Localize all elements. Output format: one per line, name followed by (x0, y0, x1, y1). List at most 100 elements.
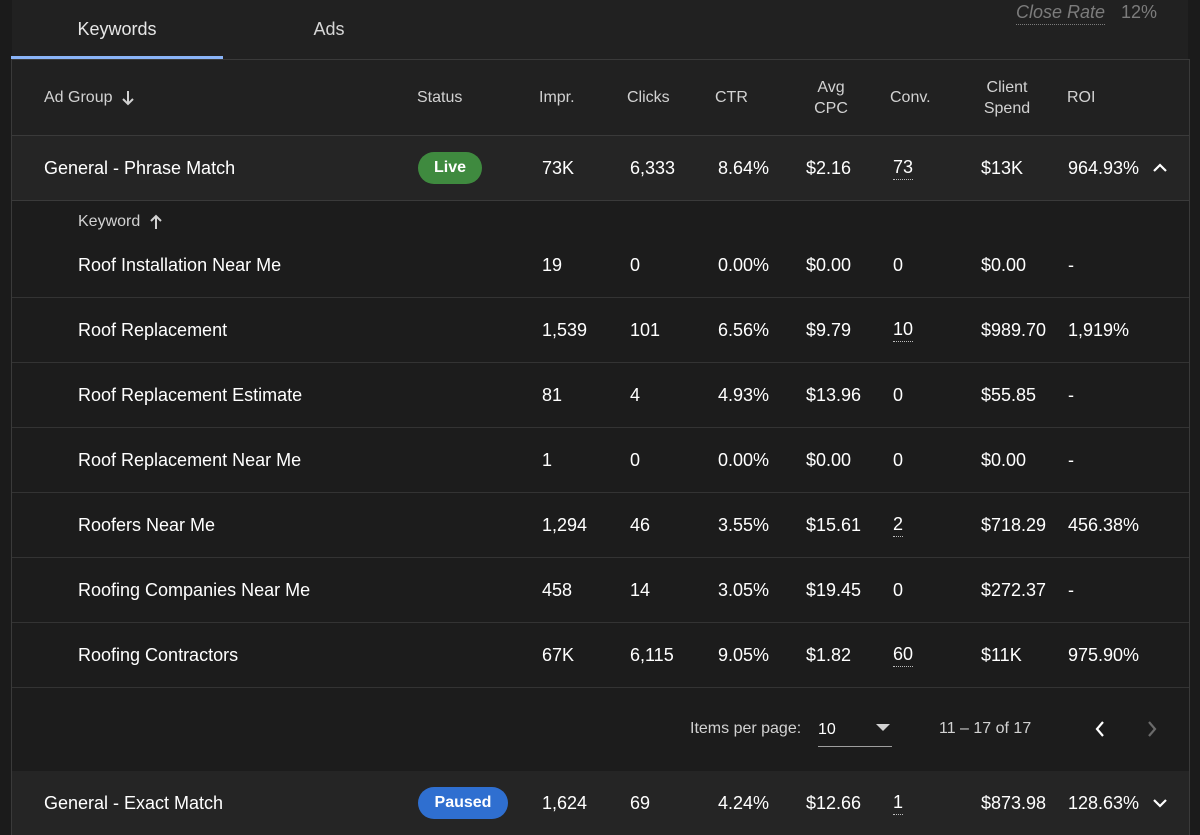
col-client-spend[interactable]: Client Spend (983, 78, 1031, 117)
col-impr[interactable]: Impr. (539, 89, 575, 106)
close-rate-label[interactable]: Close Rate (1016, 2, 1106, 25)
ad-group-name: General - Exact Match (44, 792, 224, 813)
avg-cpc-value: $0.00 (806, 254, 852, 275)
chevron-down-icon (1152, 798, 1168, 808)
conv-value: 0 (893, 254, 904, 275)
ctr-value: 8.64% (718, 157, 770, 178)
caret-down-icon (876, 724, 890, 731)
roi-value: - (1068, 579, 1074, 600)
roi-value: 964.93% (1068, 157, 1140, 178)
ctr-value: 0.00% (718, 449, 770, 470)
status-cell: Live (418, 136, 482, 200)
ctr-value: 4.24% (718, 792, 770, 813)
conv-value: 0 (893, 449, 904, 470)
arrow-up-icon (146, 212, 166, 232)
table-row: Roof Replacement 1,539 101 6.56% $9.79 10 $989… (12, 298, 1189, 363)
close-rate-value: 12% (1121, 2, 1158, 22)
conv-cell: 60 (893, 623, 914, 687)
conv-value[interactable]: 1 (893, 792, 904, 815)
status-cell: Paused (418, 771, 508, 835)
table-row: Roof Installation Near Me 19 0 0.00% $0.00 0 $… (12, 233, 1189, 298)
tab-keywords[interactable]: Keywords (11, 0, 223, 59)
ctr-value: 6.56% (718, 319, 770, 340)
client-spend-value: $11K (981, 644, 1022, 665)
table-row: Roofing Contractors 67K 6,115 9.05% $1.82 60 $… (12, 623, 1189, 688)
keyword-header: Keyword (12, 201, 1189, 241)
ctr-value: 4.93% (718, 384, 770, 405)
impr-value: 1,539 (542, 319, 588, 340)
table-row: Roof Replacement Near Me 1 0 0.00% $0.00 0 $0.… (12, 428, 1189, 493)
col-keyword[interactable]: Keyword (78, 207, 166, 237)
items-per-page-label: Items per page: (690, 719, 802, 737)
table-row: Roofers Near Me 1,294 46 3.55% $15.61 2 $718.2… (12, 493, 1189, 558)
status-badge: Live (418, 152, 482, 184)
roi-value: 975.90% (1068, 644, 1140, 665)
conv-value[interactable]: 2 (893, 514, 904, 537)
clicks-value: 0 (630, 449, 641, 470)
col-status[interactable]: Status (417, 89, 463, 106)
status-badge: Paused (418, 787, 508, 819)
table-row: Roof Replacement Estimate 81 4 4.93% $13.96 0… (12, 363, 1189, 428)
clicks-value: 101 (630, 319, 661, 340)
conv-value[interactable]: 60 (893, 644, 914, 667)
table-row[interactable]: General - Exact Match Paused 1,624 69 4.… (12, 771, 1189, 835)
chevron-up-icon (1152, 163, 1168, 173)
page-range: 11 – 17 of 17 (939, 719, 1032, 737)
col-ctr[interactable]: CTR (715, 89, 748, 106)
chevron-right-icon (1147, 720, 1157, 738)
impr-value: 1,624 (542, 792, 588, 813)
right-gutter (1188, 0, 1200, 835)
clicks-value: 6,333 (630, 157, 676, 178)
avg-cpc-value: $1.82 (806, 644, 852, 665)
conv-value[interactable]: 10 (893, 319, 914, 342)
expand-toggle[interactable] (1152, 771, 1168, 835)
clicks-value: 46 (630, 514, 651, 535)
chevron-left-icon (1095, 720, 1105, 738)
items-per-page-select[interactable]: 10 (818, 713, 892, 747)
col-roi[interactable]: ROI (1067, 89, 1096, 106)
roi-value: 1,919% (1068, 319, 1130, 340)
roi-value: - (1068, 384, 1074, 405)
conv-cell: 1 (893, 771, 904, 835)
ad-group-name: General - Phrase Match (44, 157, 236, 178)
client-spend-value: $0.00 (981, 254, 1027, 275)
client-spend-value: $272.37 (981, 579, 1047, 600)
ctr-value: 9.05% (718, 644, 770, 665)
client-spend-value: $0.00 (981, 449, 1027, 470)
keyword-subtable: Keyword Roof Installation Near Me 19 0 0.00… (12, 201, 1189, 771)
col-avg-cpc[interactable]: Avg CPC (814, 78, 848, 117)
table-row[interactable]: General - Phrase Match Live 73K 6,333 8.… (12, 136, 1189, 201)
client-spend-value: $873.98 (981, 792, 1047, 813)
clicks-value: 69 (630, 792, 651, 813)
keyword-name: Roofing Companies Near Me (78, 579, 311, 600)
avg-cpc-value: $2.16 (806, 157, 852, 178)
col-clicks[interactable]: Clicks (627, 89, 670, 106)
col-conv[interactable]: Conv. (890, 89, 931, 106)
conv-cell: 2 (893, 493, 904, 557)
ctr-value: 3.05% (718, 579, 770, 600)
keyword-name: Roofers Near Me (78, 514, 216, 535)
keyword-name: Roof Replacement Estimate (78, 384, 303, 405)
prev-page-button[interactable] (1088, 686, 1112, 771)
conv-value[interactable]: 73 (893, 157, 914, 180)
table-header: Ad Group Status Impr. Clicks CTR Avg CPC… (12, 60, 1189, 136)
client-spend-value: $13K (981, 157, 1024, 178)
conv-value: 0 (893, 384, 904, 405)
collapse-toggle[interactable] (1152, 136, 1168, 200)
next-page-button[interactable] (1140, 686, 1164, 771)
client-spend-value: $55.85 (981, 384, 1037, 405)
roi-value: 128.63% (1068, 792, 1140, 813)
clicks-value: 0 (630, 254, 641, 275)
impr-value: 81 (542, 384, 563, 405)
impr-value: 67K (542, 644, 575, 665)
tab-bar: Keywords Ads (11, 0, 1191, 59)
clicks-value: 14 (630, 579, 651, 600)
avg-cpc-value: $19.45 (806, 579, 862, 600)
keyword-name: Roofing Contractors (78, 644, 239, 665)
left-gutter (0, 0, 12, 835)
col-keyword-label: Keyword (78, 213, 141, 230)
tab-ads[interactable]: Ads (313, 19, 345, 39)
avg-cpc-value: $15.61 (806, 514, 862, 535)
keyword-name: Roof Installation Near Me (78, 254, 282, 275)
col-ad-group[interactable]: Ad Group (44, 60, 138, 135)
